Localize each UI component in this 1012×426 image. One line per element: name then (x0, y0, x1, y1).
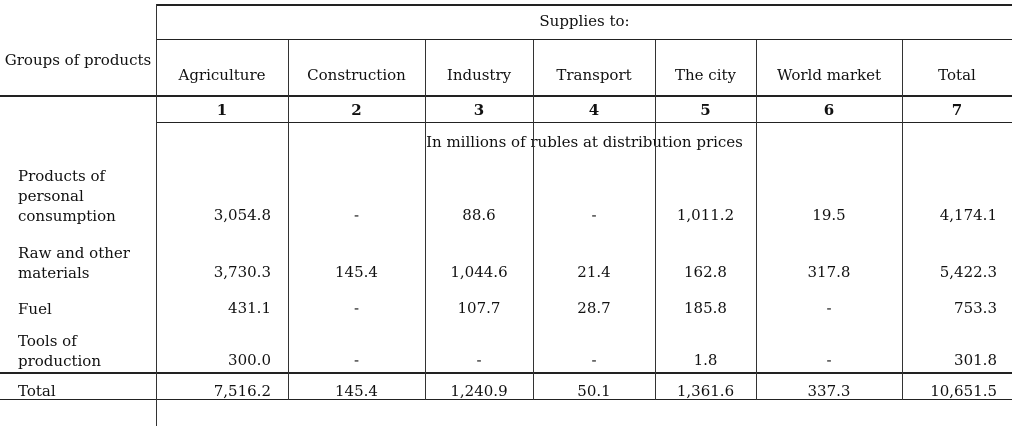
column-divider (655, 40, 656, 400)
cell-value: 19.5 (812, 206, 846, 224)
total-bottom-rule (0, 399, 1012, 400)
column-number: 7 (951, 101, 963, 119)
column-number: 3 (473, 101, 485, 119)
units-caption: In millions of rubles at distribution pr… (426, 133, 743, 151)
cell-value: 185.8 (684, 299, 727, 317)
subheader-rule (156, 39, 1012, 40)
total-row-label: Total (18, 382, 56, 400)
cell-value: - (826, 299, 832, 317)
column-header: Transport (556, 66, 632, 84)
cell-value: 3,054.8 (213, 206, 271, 224)
cell-value: - (353, 299, 360, 317)
cell-value: 145.4 (335, 263, 378, 281)
groups-divider (156, 4, 157, 426)
cell-value: - (826, 351, 832, 369)
cell-value: 317.8 (807, 263, 851, 281)
column-number: 1 (216, 101, 228, 119)
cell-value: 753.3 (954, 299, 997, 317)
cell-value: 1.8 (693, 351, 718, 369)
column-divider (902, 40, 903, 400)
cell-value: - (353, 206, 360, 224)
cell-value: 1,011.2 (676, 206, 735, 224)
cell-value: 162.8 (684, 263, 727, 281)
cell-value: 28.7 (577, 299, 611, 317)
cell-value: 5,422.3 (939, 263, 997, 281)
column-header: Total (938, 66, 976, 84)
column-divider (425, 40, 426, 400)
total-cell-value: 337.3 (807, 382, 851, 400)
column-number: 2 (351, 101, 362, 119)
cell-value: 1,044.6 (450, 263, 508, 281)
header-bottom-rule (0, 95, 1012, 97)
column-header: Industry (446, 66, 512, 84)
supplies-to-label: Supplies to: (539, 12, 630, 30)
numbers-rule (156, 122, 1012, 123)
total-cell-value: 50.1 (577, 382, 611, 400)
row-label: Fuel (18, 300, 52, 318)
cell-value: 107.7 (457, 299, 501, 317)
column-divider (756, 40, 757, 400)
column-number: 5 (700, 101, 711, 119)
total-cell-value: 1,240.9 (450, 382, 508, 400)
column-header: World market (776, 66, 882, 84)
top-rule (156, 4, 1012, 6)
total-top-rule (0, 372, 1012, 374)
cell-value: - (353, 351, 360, 369)
column-divider (533, 40, 534, 400)
groups-of-products-label: Groups of products (0, 51, 156, 70)
cell-value: 3,730.3 (213, 263, 271, 281)
total-cell-value: 145.4 (335, 382, 378, 400)
row-label: Raw and other materials (18, 244, 130, 282)
column-divider (288, 40, 289, 400)
column-number: 4 (588, 101, 600, 119)
groups-of-products-text: Groups of products (4, 51, 152, 69)
cell-value: 301.8 (954, 351, 997, 369)
total-cell-value: 7,516.2 (213, 382, 271, 400)
column-number: 6 (823, 101, 835, 119)
total-cell-value: 10,651.5 (930, 382, 997, 400)
total-cell-value: 1,361.6 (676, 382, 735, 400)
cell-value: 88.6 (462, 206, 496, 224)
cell-value: - (591, 206, 597, 224)
cell-value: 431.1 (228, 299, 271, 317)
cell-value: 300.0 (228, 351, 271, 369)
column-header: Agriculture (178, 66, 266, 84)
cell-value: 4,174.1 (939, 206, 997, 224)
row-label: Tools of production (18, 332, 101, 370)
column-header: The city (674, 66, 736, 84)
cell-value: 21.4 (577, 263, 611, 281)
column-header: Construction (307, 66, 406, 84)
row-label: Products of personal consumption (18, 167, 116, 225)
cell-value: - (476, 351, 482, 369)
cell-value: - (591, 351, 597, 369)
